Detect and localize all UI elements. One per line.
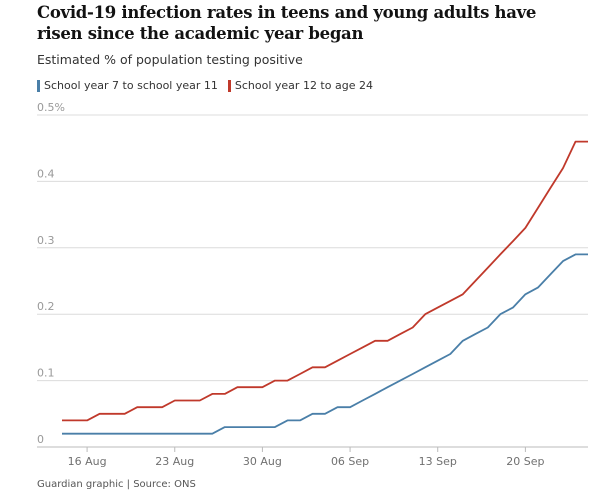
legend-label-younger: School year 7 to school year 11 — [44, 79, 218, 92]
x-tick-label: 06 Sep — [331, 455, 369, 468]
chart-title: Covid-19 infection rates in teens and yo… — [37, 3, 537, 43]
x-tick-label: 16 Aug — [68, 455, 107, 468]
source-note: Guardian graphic | Source: ONS — [37, 479, 196, 490]
legend-item-older: School year 12 to age 24 — [227, 79, 373, 92]
series-line-younger — [62, 253, 588, 435]
legend-swatch-younger — [37, 79, 40, 92]
y-tick-label: 0 — [37, 433, 44, 446]
series-line-older — [62, 140, 588, 422]
x-tick-label: 30 Aug — [243, 455, 282, 468]
x-tick-label: 20 Sep — [506, 455, 544, 468]
chart-subtitle: Estimated % of population testing positi… — [37, 52, 303, 67]
chart-legend: School year 7 to school year 11 School y… — [37, 79, 373, 92]
y-tick-label: 0.4 — [37, 167, 55, 180]
y-tick-label: 0.2 — [37, 300, 55, 313]
legend-swatch-older — [227, 79, 231, 92]
y-tick-label: 0.1 — [37, 367, 55, 380]
x-tick-label: 23 Aug — [155, 455, 194, 468]
legend-item-younger: School year 7 to school year 11 — [37, 79, 218, 92]
x-tick-label: 13 Sep — [419, 455, 457, 468]
y-tick-label: 0.5% — [37, 101, 65, 114]
legend-label-older: School year 12 to age 24 — [234, 79, 373, 92]
y-tick-label: 0.3 — [37, 234, 55, 247]
